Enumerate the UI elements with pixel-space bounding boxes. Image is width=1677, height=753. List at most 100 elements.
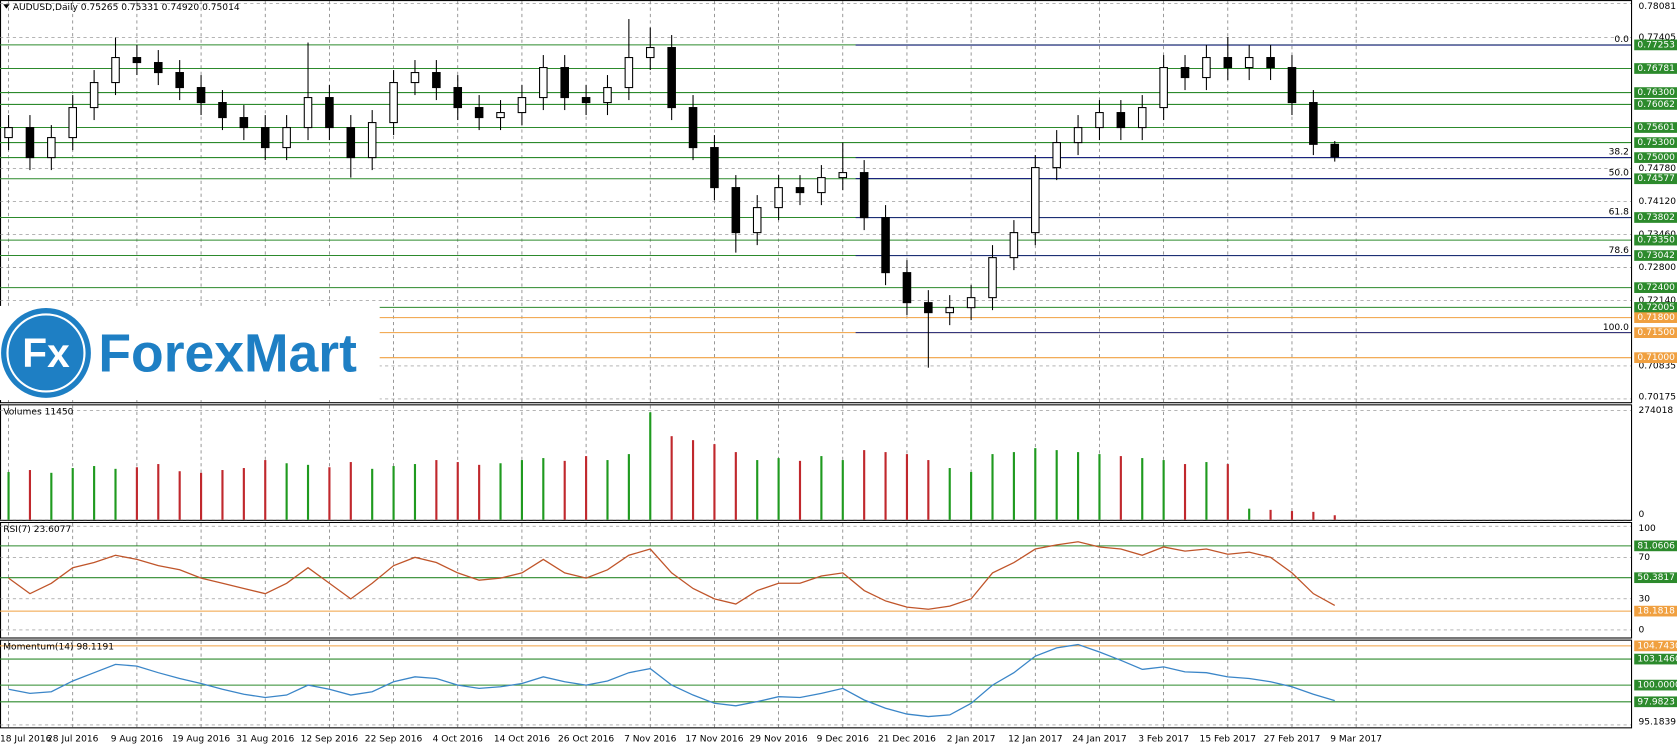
panel-frame (0, 639, 1633, 729)
volume-bar (1162, 460, 1165, 520)
candle-body (1287, 67, 1297, 104)
candle-body (4, 127, 13, 139)
candle-body (752, 207, 762, 234)
volume-bar (649, 412, 652, 520)
level-label: 0.77253 (1637, 40, 1675, 50)
volume-bar (713, 444, 716, 520)
level-label: 0.75300 (1637, 138, 1675, 148)
candle-body (346, 127, 356, 159)
volume-bar (777, 458, 780, 520)
volume-bar (71, 468, 74, 520)
candle-body (1116, 112, 1126, 129)
volume-bar (456, 462, 459, 520)
candle-body (645, 47, 655, 59)
level-label: 0.73042 (1637, 251, 1675, 261)
x-tick-label: 2 Jan 2017 (947, 735, 996, 745)
level-label: 0.74577 (1637, 174, 1675, 184)
y-tick-label: 100 (1638, 524, 1656, 534)
level-label-box (1634, 122, 1677, 133)
candle-body (795, 187, 805, 194)
candle-body (710, 147, 719, 189)
volume-bar (820, 456, 823, 520)
volume-bar (114, 468, 117, 520)
level-label-box (1634, 87, 1677, 98)
volume-bar (413, 464, 417, 520)
logo-mark: Fx (22, 330, 70, 376)
volume-bar (585, 456, 588, 520)
x-tick-label: 22 Sep 2016 (365, 735, 423, 745)
x-tick-label: 27 Feb 2017 (1264, 735, 1321, 745)
indicator-line (8, 643, 1335, 718)
volume-bar (670, 436, 673, 520)
candle-body (89, 82, 99, 109)
candle-body (68, 107, 78, 139)
volume-bar (927, 460, 930, 520)
y-tick-label: 0.74780 (1638, 164, 1676, 174)
candle-body (988, 257, 997, 299)
x-tick-label: 3 Feb 2017 (1138, 735, 1189, 745)
y-tick-label: 70 (1638, 553, 1650, 563)
level-label-box (1634, 679, 1677, 691)
candle-body (111, 57, 120, 84)
candle-body (581, 97, 591, 104)
level-label-box (1634, 152, 1677, 163)
x-tick-label: 29 Nov 2016 (750, 735, 808, 745)
volume-bar (93, 466, 96, 520)
x-tick-label: 15 Feb 2017 (1200, 735, 1257, 745)
x-tick-label: 9 Aug 2016 (111, 735, 164, 745)
level-label: 50.3817 (1637, 573, 1675, 583)
volume-bar (948, 468, 951, 520)
volume-bar (1055, 450, 1058, 520)
volume-bar (135, 467, 138, 520)
panel-frame (0, 521, 1633, 639)
volume-bar (7, 472, 10, 520)
level-label: 81.0606 (1637, 541, 1675, 551)
level-label: 0.73350 (1637, 236, 1675, 246)
volume-bar (349, 462, 352, 520)
candle-body (1330, 143, 1340, 158)
level-label: 0.76300 (1637, 88, 1675, 98)
level-label-box (1634, 696, 1677, 708)
level-label: 0.73802 (1637, 213, 1675, 223)
volume-bar (1248, 508, 1251, 520)
candle-body (25, 127, 35, 159)
x-tick-label: 24 Jan 2017 (1072, 735, 1126, 745)
volume-bar (798, 460, 802, 520)
candle-body (1095, 112, 1104, 129)
y-tick-label: 0 (1638, 510, 1644, 520)
volume-bar (691, 440, 695, 520)
level-label-box (1634, 540, 1677, 552)
volume-bar (157, 464, 160, 520)
x-tick-label: 7 Nov 2016 (624, 735, 677, 745)
candle-body (325, 97, 334, 129)
volume-bar (884, 452, 887, 520)
candle-body (1180, 67, 1190, 79)
candle-body (667, 47, 676, 109)
level-label-box (1634, 572, 1677, 584)
y-tick-label: 30 (1638, 594, 1650, 604)
volume-bar (328, 467, 331, 520)
panel-title: Volumes 11450 (3, 407, 73, 417)
level-label: 0.71800 (1637, 313, 1675, 323)
x-tick-label: 9 Dec 2016 (817, 735, 869, 745)
y-tick-label: 0.78081 (1638, 2, 1676, 12)
candle-body (603, 87, 612, 104)
candle-body (624, 57, 634, 89)
candle-body (859, 172, 869, 219)
candle-body (881, 217, 890, 274)
volume-bar (306, 464, 310, 520)
logo: Fx ForexMart (0, 305, 380, 401)
candle-body (453, 87, 463, 109)
volume-bar (371, 468, 374, 520)
x-tick-label: 4 Oct 2016 (433, 735, 484, 745)
candle-body (196, 87, 206, 104)
candle-body (1052, 142, 1061, 169)
volume-bar (627, 454, 630, 520)
candle-body (1266, 57, 1275, 69)
level-label-box (1634, 173, 1677, 185)
y-tick-label: 95.1839 (1638, 717, 1676, 727)
level-label-box (1634, 137, 1677, 148)
volume-bar (563, 460, 566, 520)
candle-body (924, 302, 933, 314)
